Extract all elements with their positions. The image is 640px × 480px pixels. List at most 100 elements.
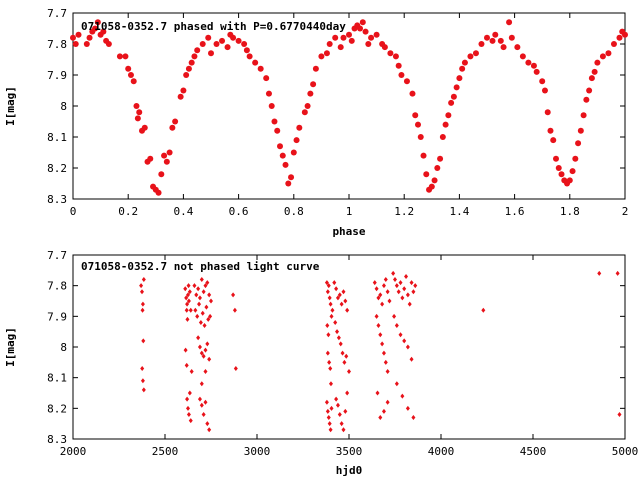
phased-data-point — [359, 19, 366, 26]
unphased-data-point — [208, 313, 213, 319]
unphased-x-ticks: 2000 2500 3000 3500 4000 4500 5000 — [60, 255, 638, 458]
unphased-data-point — [328, 427, 333, 433]
unphased-data-point — [197, 344, 202, 350]
unphased-data-point — [343, 298, 348, 304]
phased-data-point — [136, 109, 143, 116]
phased-data-point — [100, 28, 107, 35]
unphased-data-point — [185, 316, 190, 322]
phased-data-point — [575, 140, 582, 147]
phased-data-point — [420, 152, 427, 159]
phased-data-point — [566, 177, 573, 184]
unphased-data-point — [209, 298, 213, 304]
unphased-data-point — [374, 286, 379, 292]
phased-data-point — [555, 165, 562, 171]
unphased-data-point — [405, 405, 410, 411]
unphased-data-point — [327, 421, 332, 427]
phased-data-point — [141, 124, 148, 131]
phased-data-point — [122, 53, 129, 60]
phased-x-axis-label: phase — [332, 225, 365, 238]
phased-data-point — [75, 31, 82, 38]
phased-data-point — [177, 93, 184, 100]
unphased-data-point — [394, 323, 399, 329]
phased-data-point — [445, 112, 452, 119]
unphased-data-point — [197, 301, 202, 307]
unphased-data-point — [345, 390, 350, 396]
unphased-data-point — [404, 273, 409, 279]
phased-x-tick-label: 1.4 — [449, 205, 469, 218]
unphased-data-point — [405, 292, 410, 298]
phased-data-point — [431, 177, 438, 184]
phased-data-point — [301, 109, 308, 116]
unphased-data-point — [328, 301, 333, 307]
phased-data-point — [544, 109, 551, 116]
unphased-data-point — [198, 319, 203, 325]
phased-data-point — [381, 44, 388, 51]
phased-data-point — [580, 112, 587, 119]
unphased-data-point — [325, 323, 330, 329]
phased-data-point — [346, 31, 352, 38]
phased-data-point — [158, 171, 165, 178]
phased-data-point — [163, 158, 170, 165]
phased-data-point — [86, 34, 93, 41]
unphased-data-point — [481, 307, 486, 313]
unphased-data-point — [140, 301, 145, 307]
unphased-data-point — [326, 283, 331, 289]
unphased-data-point — [405, 344, 410, 350]
phased-data-point — [290, 149, 297, 156]
phased-data-point — [169, 124, 176, 131]
phased-data-point — [514, 44, 521, 51]
unphased-data-point — [141, 277, 146, 283]
phased-data-point — [127, 72, 134, 78]
phased-data-point — [539, 78, 546, 85]
phased-data-point — [569, 168, 576, 175]
unphased-data-point — [193, 307, 198, 313]
unphased-data-point — [326, 415, 331, 421]
unphased-data-point — [184, 307, 189, 313]
unphased-data-point — [207, 356, 212, 362]
phased-data-point — [318, 53, 325, 60]
phased-data-point — [185, 65, 192, 72]
phased-data-point — [450, 93, 457, 100]
unphased-data-point — [188, 418, 193, 424]
phased-data-point — [246, 53, 253, 60]
unphased-data-point — [335, 329, 340, 335]
phased-data-point — [337, 44, 344, 51]
unphased-data-point — [393, 277, 397, 283]
phased-data-point — [434, 165, 441, 171]
phased-data-point — [116, 53, 123, 60]
unphased-data-point — [407, 301, 412, 307]
unphased-data-point — [202, 323, 207, 329]
unphased-data-point — [199, 381, 204, 387]
phased-data-point — [506, 19, 513, 26]
phased-x-tick-label: 0.6 — [229, 205, 249, 218]
unphased-data-point — [394, 381, 399, 387]
unphased-x-tick-label: 4500 — [520, 445, 547, 458]
phased-data-point — [525, 59, 532, 66]
unphased-x-tick-label: 3000 — [244, 445, 271, 458]
phased-data-point — [252, 59, 259, 66]
unphased-data-point — [381, 283, 386, 289]
phased-data-point — [92, 25, 99, 32]
unphased-y-tick-label: 7.8 — [47, 280, 67, 293]
phased-data-point — [467, 53, 474, 60]
phased-x-tick-label: 0.4 — [173, 205, 193, 218]
phased-data-point — [271, 118, 278, 125]
phased-data-point — [282, 161, 289, 168]
phased-y-ticks: 7.7 7.8 7.9 8 8.1 8.2 8.3 — [47, 7, 625, 206]
phased-data-point — [365, 41, 372, 47]
phased-data-point — [105, 41, 112, 47]
phased-data-point — [387, 50, 394, 57]
phased-data-point — [442, 121, 449, 128]
phased-data-point — [541, 87, 548, 94]
unphased-data-point — [334, 396, 339, 402]
phased-data-point — [412, 112, 419, 119]
unphased-data-point — [385, 399, 390, 405]
phased-data-point — [208, 50, 214, 57]
unphased-data-point — [232, 307, 237, 313]
phased-data-point — [472, 50, 479, 57]
unphased-data-point — [196, 335, 201, 341]
unphased-x-tick-label: 3500 — [336, 445, 363, 458]
phased-data-point — [500, 44, 507, 51]
unphased-x-tick-label: 2000 — [60, 445, 87, 458]
unphased-plot-frame — [72, 254, 626, 440]
